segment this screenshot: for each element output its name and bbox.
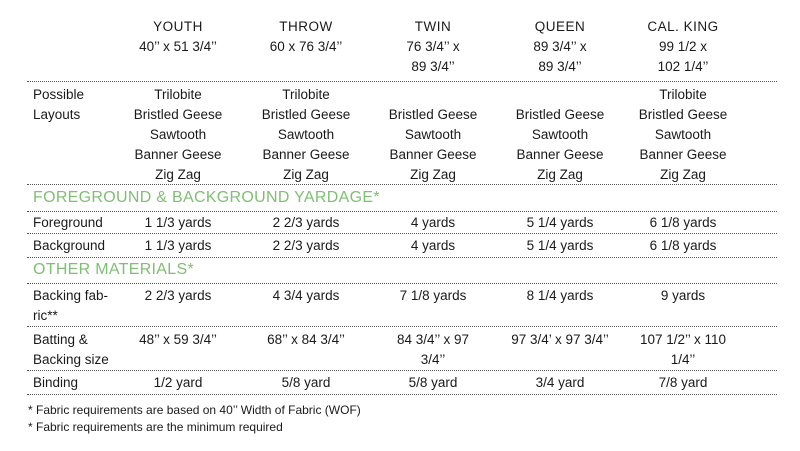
- table-cell: 6 1/8 yards: [649, 238, 717, 253]
- layout-item: Sawtooth: [404, 127, 462, 142]
- row-label: Foreground: [33, 215, 103, 230]
- table-cell: 89 3/4’’: [411, 59, 455, 74]
- section-heading: OTHER MATERIALS*: [33, 261, 194, 278]
- table-cell: 5/8 yard: [408, 375, 458, 390]
- layout-item: Banner Geese: [389, 147, 477, 162]
- layout-item: Zig Zag: [410, 167, 456, 182]
- layout-item: Trilobite: [659, 87, 707, 102]
- table-cell: 9 yards: [660, 288, 706, 303]
- table-cell: 84 3/4’’ x 97: [396, 332, 470, 347]
- layout-item: Zig Zag: [155, 167, 201, 182]
- table-cell: 97 3/4’ x 97 3/4’’: [511, 332, 609, 347]
- table-cell: 48’’ x 59 3/4’’: [139, 332, 217, 347]
- row-label: Layouts: [33, 107, 81, 122]
- table-cell: 4 yards: [410, 238, 456, 253]
- layout-item: Bristled Geese: [133, 107, 223, 122]
- layout-item: Bristled Geese: [388, 107, 478, 122]
- row-label: Background: [33, 238, 106, 253]
- table-cell: 40’’ x 51 3/4’’: [139, 39, 217, 54]
- layout-item: Bristled Geese: [638, 107, 728, 122]
- table-cell: 2 2/3 yards: [272, 238, 340, 253]
- table-cell: 68’’ x 84 3/4’’: [267, 332, 345, 347]
- table-cell: 89 3/4’’: [538, 59, 582, 74]
- layout-item: Banner Geese: [262, 147, 350, 162]
- divider: [27, 233, 777, 234]
- divider: [27, 81, 777, 82]
- table-cell: 1/4’’: [670, 352, 696, 367]
- divider: [27, 326, 777, 327]
- table-cell: 2 2/3 yards: [144, 288, 212, 303]
- table-cell: 89 3/4’’ x: [533, 39, 587, 54]
- table-cell: 1/2 yard: [153, 375, 203, 390]
- table-cell: 8 1/4 yards: [526, 288, 594, 303]
- table-cell: 3/4 yard: [535, 375, 585, 390]
- table-cell: 7 1/8 yards: [399, 288, 467, 303]
- divider: [27, 211, 777, 212]
- layout-item: Trilobite: [154, 87, 202, 102]
- table-cell: 99 1/2 x: [658, 39, 708, 54]
- footnote: * Fabric requirements are the minimum re…: [28, 420, 283, 434]
- divider: [27, 394, 777, 395]
- layout-item: Sawtooth: [277, 127, 335, 142]
- layout-item: Sawtooth: [654, 127, 712, 142]
- table-cell: 76 3/4’’ x: [406, 39, 460, 54]
- row-label: Backing size: [33, 352, 109, 367]
- divider: [27, 257, 777, 258]
- table-cell: 1 1/3 yards: [144, 238, 212, 253]
- layout-item: Banner Geese: [134, 147, 222, 162]
- layout-item: Zig Zag: [283, 167, 329, 182]
- layout-item: Trilobite: [282, 87, 330, 102]
- table-cell: 60 x 76 3/4’’: [269, 39, 343, 54]
- layout-item: Bristled Geese: [515, 107, 605, 122]
- column-header: CAL. KING: [647, 19, 719, 34]
- layout-item: Bristled Geese: [261, 107, 351, 122]
- layout-item: Banner Geese: [516, 147, 604, 162]
- column-header: THROW: [279, 19, 333, 34]
- section-heading: FOREGROUND & BACKGROUND YARDAGE*: [33, 189, 380, 206]
- row-label: Backing fab-: [33, 288, 109, 303]
- layout-item: Sawtooth: [149, 127, 207, 142]
- divider: [27, 283, 777, 284]
- divider: [27, 184, 777, 185]
- table-cell: 4 3/4 yards: [272, 288, 340, 303]
- table-cell: 102 1/4’’: [657, 59, 709, 74]
- layout-item: Zig Zag: [537, 167, 583, 182]
- layout-item: Zig Zag: [660, 167, 706, 182]
- table-cell: 2 2/3 yards: [272, 215, 340, 230]
- layout-item: Sawtooth: [531, 127, 589, 142]
- table-cell: 6 1/8 yards: [649, 215, 717, 230]
- table-cell: 4 yards: [410, 215, 456, 230]
- column-header: TWIN: [414, 19, 452, 34]
- divider: [27, 370, 777, 371]
- table-cell: 5 1/4 yards: [526, 238, 594, 253]
- row-label: Binding: [33, 375, 79, 390]
- layout-item: Banner Geese: [639, 147, 727, 162]
- table-cell: 7/8 yard: [658, 375, 708, 390]
- table-cell: 107 1/2’’ x 110: [639, 332, 727, 347]
- table-cell: 5 1/4 yards: [526, 215, 594, 230]
- column-header: YOUTH: [153, 19, 203, 34]
- row-label: ric**: [33, 308, 58, 323]
- table-cell: 3/4’’: [420, 352, 446, 367]
- table-cell: 1 1/3 yards: [144, 215, 212, 230]
- row-label: Possible: [33, 87, 85, 102]
- column-header: QUEEN: [534, 19, 586, 34]
- table-cell: 5/8 yard: [281, 375, 331, 390]
- footnote: * Fabric requirements are based on 40’’ …: [28, 403, 361, 417]
- row-label: Batting &: [33, 332, 88, 347]
